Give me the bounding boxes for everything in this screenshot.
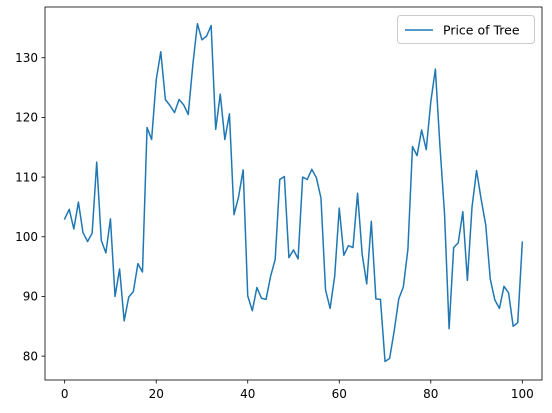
x-tick-label: 100	[511, 387, 534, 401]
y-tick-label: 130	[15, 51, 38, 65]
y-tick-label: 80	[23, 349, 38, 363]
legend-label: Price of Tree	[443, 23, 520, 38]
y-tick-label: 100	[15, 230, 38, 244]
x-tick-label: 80	[423, 387, 438, 401]
plot-area	[63, 22, 524, 363]
legend: Price of Tree	[397, 15, 535, 44]
x-tick-label: 0	[61, 387, 69, 401]
y-axis: 80 90 100 110 120 130	[15, 51, 45, 363]
x-tick-label: 40	[240, 387, 255, 401]
legend-box	[397, 15, 535, 44]
y-tick-label: 90	[23, 290, 38, 304]
x-axis: 0 20 40 60 80 100	[61, 380, 534, 401]
x-tick-label: 20	[149, 387, 164, 401]
axes-frame	[44, 6, 543, 381]
series-line	[63, 22, 524, 363]
y-tick-label: 110	[15, 170, 38, 184]
y-tick-label: 120	[15, 111, 38, 125]
x-tick-label: 60	[332, 387, 347, 401]
